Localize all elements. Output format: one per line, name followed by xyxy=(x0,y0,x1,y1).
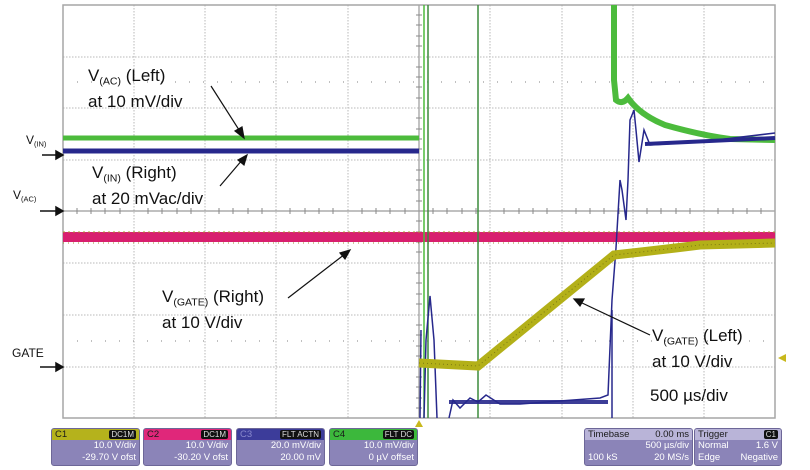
annotation-vac-left: V(AC) (Left) at 10 mV/div xyxy=(88,66,183,111)
timebase-samples: 100 kS xyxy=(588,452,618,463)
channel-scale: 10.0 V/div xyxy=(185,440,228,451)
timebase-label: Timebase xyxy=(588,429,630,440)
channel-c1-panel[interactable]: C1 DC1M 10.0 V/div -29.70 V ofst xyxy=(51,428,140,466)
coupling-badge: FLT ACTN xyxy=(279,430,321,439)
trigger-panel[interactable]: Trigger C1 Normal 1.6 V Edge Negative xyxy=(694,428,782,466)
channel-c2-panel[interactable]: C2 DC1M 10.0 V/div -30.20 V ofst xyxy=(143,428,232,466)
timebase-rate: 20 MS/s xyxy=(654,452,689,463)
trigger-slope: Negative xyxy=(740,452,779,463)
center-axes xyxy=(63,5,775,418)
annotation-vgate-right: V(GATE) (Right) at 10 V/div xyxy=(162,287,264,332)
channel-c4-panel[interactable]: C4 FLT DC 10.0 mV/div 0 µV offset xyxy=(329,428,418,466)
timebase-panel[interactable]: Timebase 0.00 ms 500 µs/div 100 kS 20 MS/s xyxy=(584,428,693,466)
channel-id: C2 xyxy=(147,429,160,440)
channel-offset: 20.00 mV xyxy=(280,452,321,463)
annotation-arrows xyxy=(210,85,651,336)
trace-c1-yellow xyxy=(418,238,776,371)
channel-offset: 0 µV offset xyxy=(368,452,414,463)
channel-id: C3 xyxy=(240,429,253,440)
trigger-type: Edge xyxy=(698,452,721,463)
channel-offset: -29.70 V ofst xyxy=(82,452,136,463)
trigger-source-badge: C1 xyxy=(763,430,778,439)
channel-id: C4 xyxy=(333,429,346,440)
timebase-scale: 500 µs/div xyxy=(645,440,690,451)
trigger-level-marker xyxy=(778,354,786,362)
channel-scale: 10.0 mV/div xyxy=(363,440,414,451)
marker-vac: V(AC) xyxy=(13,188,37,204)
annotation-vgate-left: V(GATE) (Left) at 10 V/div xyxy=(652,326,743,371)
channel-c3-panel[interactable]: C3 FLT ACTN 20.0 mV/div 20.00 mV xyxy=(236,428,325,466)
trace-c4-green xyxy=(63,5,776,418)
annotation-vin-right: V(IN) (Right) at 20 mVac/div xyxy=(92,163,204,208)
marker-vin: V(IN) xyxy=(26,133,47,149)
coupling-badge: DC1M xyxy=(201,430,228,439)
trigger-position-marker xyxy=(415,420,423,427)
marker-gate: GATE xyxy=(12,346,44,360)
coupling-badge: DC1M xyxy=(109,430,136,439)
trigger-label: Trigger xyxy=(698,429,728,440)
trigger-mode: Normal xyxy=(698,440,729,451)
side-arrows xyxy=(40,149,65,373)
channel-offset: -30.20 V ofst xyxy=(174,452,228,463)
coupling-badge: FLT DC xyxy=(382,430,414,439)
channel-scale: 10.0 V/div xyxy=(93,440,136,451)
trigger-level: 1.6 V xyxy=(755,440,778,451)
trace-c2-magenta xyxy=(63,231,775,244)
timebase-delay: 0.00 ms xyxy=(655,429,689,440)
annotation-timescale: 500 µs/div xyxy=(650,386,728,405)
channel-scale: 20.0 mV/div xyxy=(270,440,321,451)
channel-id: C1 xyxy=(55,429,68,440)
